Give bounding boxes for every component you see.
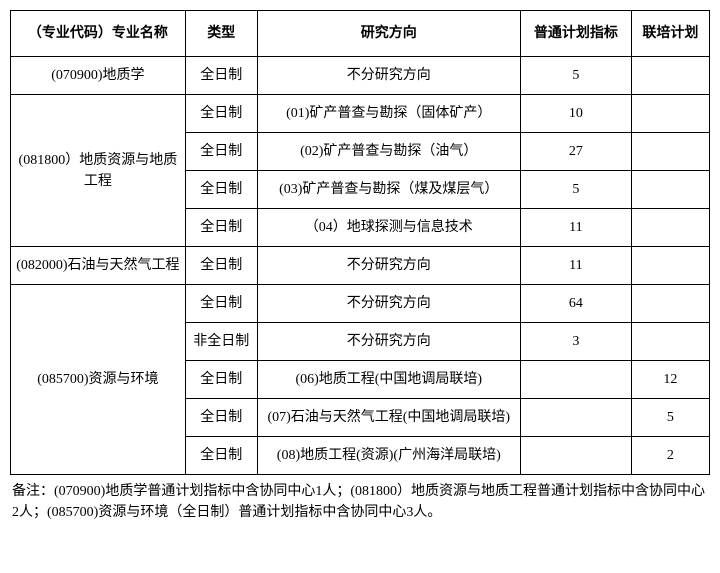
header-direction: 研究方向 xyxy=(257,11,520,57)
cell-type: 全日制 xyxy=(185,171,257,209)
cell-direction: 不分研究方向 xyxy=(257,57,520,95)
cell-plan: 10 xyxy=(520,95,631,133)
note-text: 备注：(070900)地质学普通计划指标中含协同中心1人；(081800）地质资… xyxy=(10,475,710,523)
cell-plan: 3 xyxy=(520,323,631,361)
cell-direction: (06)地质工程(中国地调局联培) xyxy=(257,361,520,399)
cell-type: 全日制 xyxy=(185,247,257,285)
cell-joint: 2 xyxy=(631,437,709,475)
cell-direction: （04）地球探测与信息技术 xyxy=(257,209,520,247)
header-plan: 普通计划指标 xyxy=(520,11,631,57)
header-row: （专业代码）专业名称 类型 研究方向 普通计划指标 联培计划 xyxy=(11,11,710,57)
cell-direction: 不分研究方向 xyxy=(257,323,520,361)
cell-type: 全日制 xyxy=(185,57,257,95)
cell-plan: 5 xyxy=(520,171,631,209)
cell-plan: 27 xyxy=(520,133,631,171)
cell-plan: 5 xyxy=(520,57,631,95)
cell-direction: (07)石油与天然气工程(中国地调局联培) xyxy=(257,399,520,437)
cell-joint: 5 xyxy=(631,399,709,437)
cell-direction: (08)地质工程(资源)(广州海洋局联培) xyxy=(257,437,520,475)
admissions-table: （专业代码）专业名称 类型 研究方向 普通计划指标 联培计划 (070900)地… xyxy=(10,10,710,475)
table-row: (070900)地质学全日制不分研究方向5 xyxy=(11,57,710,95)
cell-type: 全日制 xyxy=(185,399,257,437)
cell-plan: 11 xyxy=(520,247,631,285)
cell-direction: 不分研究方向 xyxy=(257,247,520,285)
cell-plan: 11 xyxy=(520,209,631,247)
cell-major: (081800）地质资源与地质工程 xyxy=(11,95,186,247)
cell-plan xyxy=(520,399,631,437)
cell-joint xyxy=(631,95,709,133)
cell-direction: (01)矿产普查与勘探（固体矿产） xyxy=(257,95,520,133)
cell-plan: 64 xyxy=(520,285,631,323)
cell-type: 非全日制 xyxy=(185,323,257,361)
cell-joint xyxy=(631,285,709,323)
header-joint: 联培计划 xyxy=(631,11,709,57)
cell-joint xyxy=(631,171,709,209)
cell-type: 全日制 xyxy=(185,133,257,171)
cell-direction: 不分研究方向 xyxy=(257,285,520,323)
cell-direction: (02)矿产普查与勘探（油气） xyxy=(257,133,520,171)
cell-major: (082000)石油与天然气工程 xyxy=(11,247,186,285)
table-row: (082000)石油与天然气工程全日制不分研究方向11 xyxy=(11,247,710,285)
cell-type: 全日制 xyxy=(185,437,257,475)
cell-joint xyxy=(631,133,709,171)
cell-direction: (03)矿产普查与勘探（煤及煤层气） xyxy=(257,171,520,209)
cell-major: (070900)地质学 xyxy=(11,57,186,95)
table-row: (085700)资源与环境全日制不分研究方向64 xyxy=(11,285,710,323)
cell-joint: 12 xyxy=(631,361,709,399)
cell-type: 全日制 xyxy=(185,285,257,323)
cell-plan xyxy=(520,361,631,399)
cell-type: 全日制 xyxy=(185,95,257,133)
cell-plan xyxy=(520,437,631,475)
cell-joint xyxy=(631,247,709,285)
cell-joint xyxy=(631,209,709,247)
table-body: (070900)地质学全日制不分研究方向5(081800）地质资源与地质工程全日… xyxy=(11,57,710,475)
header-type: 类型 xyxy=(185,11,257,57)
cell-type: 全日制 xyxy=(185,209,257,247)
table-row: (081800）地质资源与地质工程全日制(01)矿产普查与勘探（固体矿产）10 xyxy=(11,95,710,133)
cell-joint xyxy=(631,323,709,361)
cell-type: 全日制 xyxy=(185,361,257,399)
cell-joint xyxy=(631,57,709,95)
header-major: （专业代码）专业名称 xyxy=(11,11,186,57)
cell-major: (085700)资源与环境 xyxy=(11,285,186,475)
